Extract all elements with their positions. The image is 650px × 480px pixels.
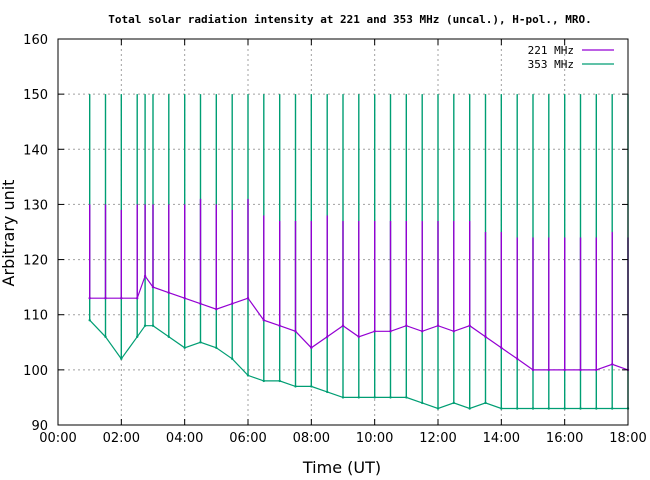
chart-title: Total solar radiation intensity at 221 a… bbox=[108, 13, 591, 26]
y-axis: 90 100 110 120 130 140 150 160 bbox=[23, 33, 628, 434]
x-tick-label: 06:00 bbox=[229, 431, 266, 446]
y-tick-label: 140 bbox=[23, 143, 48, 158]
x-tick-label: 00:00 bbox=[39, 431, 76, 446]
y-tick-label: 120 bbox=[23, 254, 48, 269]
x-tick-label: 14:00 bbox=[483, 431, 520, 446]
y-tick-label: 160 bbox=[23, 33, 48, 48]
series-layer bbox=[88, 94, 630, 410]
legend-label-221-mhz: 221 MHz bbox=[528, 44, 574, 57]
x-axis: 00:00 02:00 04:00 06:00 08:00 10:00 12:00 14:00… bbox=[39, 39, 647, 446]
x-tick-label: 08:00 bbox=[293, 431, 330, 446]
y-axis-label: Arbitrary unit bbox=[0, 180, 18, 287]
x-tick-label: 18:00 bbox=[609, 431, 646, 446]
x-tick-label: 04:00 bbox=[166, 431, 203, 446]
legend-label-353-mhz: 353 MHz bbox=[528, 58, 574, 71]
series-221-mhz bbox=[88, 198, 630, 372]
plot-frame bbox=[57, 38, 629, 426]
x-tick-label: 02:00 bbox=[103, 431, 140, 446]
y-tick-label: 110 bbox=[23, 309, 48, 324]
x-tick-label: 12:00 bbox=[419, 431, 456, 446]
x-tick-label: 10:00 bbox=[356, 431, 393, 446]
series-line-221-mhz bbox=[89, 274, 629, 371]
y-tick-label: 150 bbox=[23, 88, 48, 103]
x-tick-label: 16:00 bbox=[546, 431, 583, 446]
series-line-353-mhz bbox=[89, 319, 628, 410]
y-tick-label: 90 bbox=[31, 419, 48, 434]
y-tick-label: 130 bbox=[23, 198, 48, 213]
y-tick-label: 100 bbox=[23, 364, 48, 379]
x-axis-label: Time (UT) bbox=[302, 458, 381, 477]
